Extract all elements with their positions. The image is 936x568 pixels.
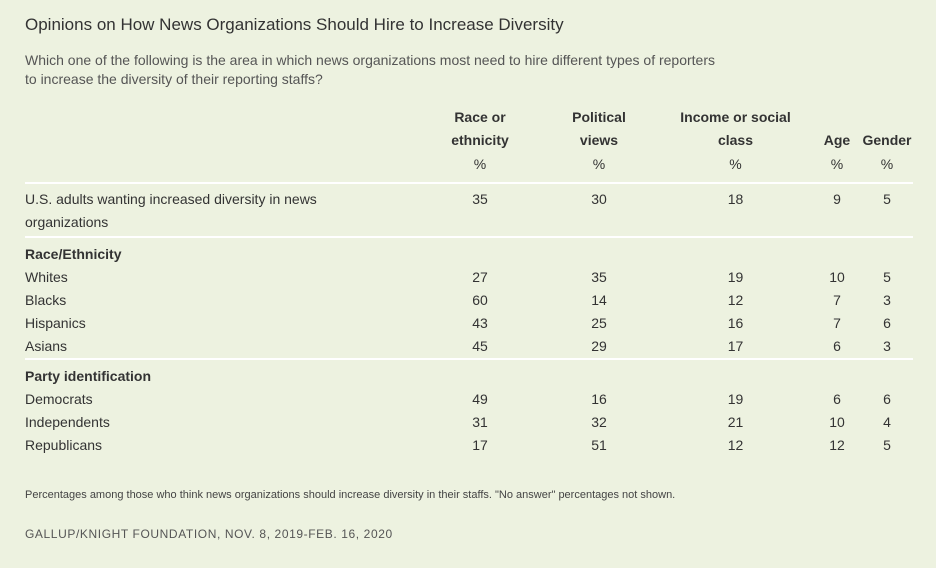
cell-value: 5 <box>883 437 891 453</box>
table-row: Republicans 17 51 12 12 5 <box>25 434 913 457</box>
table-row: Hispanics 43 25 16 7 6 <box>25 312 913 335</box>
row-label: Hispanics <box>25 315 86 331</box>
group-header-row: Party identification <box>25 359 913 388</box>
cell-value: 7 <box>833 292 841 308</box>
cell-value: 6 <box>833 338 841 354</box>
cell-value: 5 <box>883 269 891 285</box>
group-header-row: Race/Ethnicity <box>25 237 913 266</box>
data-table: Race or ethnicity Political views Income o… <box>25 106 913 457</box>
cell-value: 49 <box>472 391 488 407</box>
cell-value: 17 <box>472 437 488 453</box>
table-row: Independents 31 32 21 10 4 <box>25 411 913 434</box>
cell-value: 43 <box>472 315 488 331</box>
column-header: Age <box>823 132 851 148</box>
cell-value: 3 <box>883 338 891 354</box>
cell-value: 45 <box>472 338 488 354</box>
row-label: Asians <box>25 338 68 354</box>
cell-value: 31 <box>472 414 488 430</box>
table-row: Whites 27 35 19 10 5 <box>25 266 913 289</box>
row-label: U.S. adults wanting increased diversity … <box>25 191 317 230</box>
cell-value: 10 <box>829 414 845 430</box>
row-label: Democrats <box>25 391 93 407</box>
footnote: Percentages among those who think news o… <box>25 489 676 501</box>
unit-label: % <box>729 156 742 172</box>
cell-value: 16 <box>727 315 744 331</box>
cell-value: 5 <box>883 191 891 207</box>
row-label: Whites <box>25 269 68 285</box>
unit-row: % % % % % <box>25 152 913 182</box>
header-row: Race or ethnicity Political views Income o… <box>25 106 913 152</box>
cell-value: 19 <box>727 269 744 285</box>
cell-value: 25 <box>591 315 607 331</box>
cell-value: 6 <box>883 391 891 407</box>
cell-value: 19 <box>727 391 744 407</box>
row-label: Independents <box>25 414 110 430</box>
cell-value: 51 <box>591 437 607 453</box>
table-row: Democrats 49 16 19 6 6 <box>25 388 913 411</box>
cell-value: 35 <box>472 191 488 207</box>
group-label: Party identification <box>25 368 152 384</box>
column-header: Income or social class <box>680 109 791 148</box>
chart-title: Opinions on How News Organizations Shoul… <box>25 15 564 34</box>
cell-value: 32 <box>591 414 607 430</box>
header-spacer <box>25 106 420 152</box>
cell-value: 12 <box>727 437 744 453</box>
column-header: Political views <box>572 109 626 148</box>
cell-value: 35 <box>591 269 607 285</box>
cell-value: 12 <box>829 437 845 453</box>
cell-value: 10 <box>829 269 845 285</box>
row-label: Blacks <box>25 292 67 308</box>
cell-value: 27 <box>472 269 488 285</box>
cell-value: 29 <box>591 338 607 354</box>
cell-value: 17 <box>727 338 744 354</box>
cell-value: 30 <box>591 191 607 207</box>
cell-value: 18 <box>727 191 744 207</box>
chart-subtitle: Which one of the following is the area i… <box>25 52 716 87</box>
table-row: Blacks 60 14 12 7 3 <box>25 289 913 312</box>
cell-value: 7 <box>833 315 841 331</box>
column-header: Gender <box>862 132 912 148</box>
column-header: Race or ethnicity <box>451 109 509 148</box>
cell-value: 12 <box>727 292 744 308</box>
cell-value: 6 <box>883 315 891 331</box>
table-row: Asians 45 29 17 6 3 <box>25 335 913 358</box>
cell-value: 9 <box>833 191 841 207</box>
cell-value: 21 <box>727 414 744 430</box>
cell-value: 3 <box>883 292 891 308</box>
cell-value: 6 <box>833 391 841 407</box>
unit-label: % <box>830 156 844 172</box>
row-label: Republicans <box>25 437 103 453</box>
cell-value: 14 <box>591 292 607 308</box>
source-line: GALLUP/KNIGHT FOUNDATION, NOV. 8, 2019-F… <box>25 527 393 541</box>
unit-label: % <box>473 156 487 172</box>
cell-value: 60 <box>472 292 488 308</box>
group-label: Race/Ethnicity <box>25 246 122 262</box>
table-row-total: U.S. adults wanting increased diversity … <box>25 183 913 236</box>
cell-value: 4 <box>883 414 891 430</box>
unit-label: % <box>880 156 894 172</box>
cell-value: 16 <box>591 391 607 407</box>
unit-label: % <box>592 156 606 172</box>
